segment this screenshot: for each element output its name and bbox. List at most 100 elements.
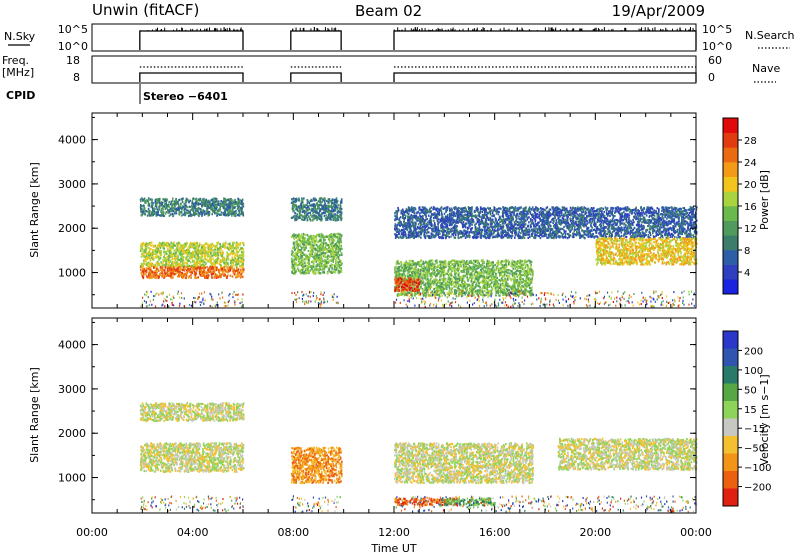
scatter-cell: [179, 211, 181, 214]
scatter-cell: [229, 242, 231, 245]
scatter-cell: [313, 256, 315, 259]
nsky-strip: N.Sky 10^5 10^0 10^5 10^0 N.Search: [4, 23, 795, 53]
beam-title: Beam 02: [355, 2, 422, 20]
scatter-cell: [170, 252, 172, 256]
scatter-cell: [235, 243, 237, 247]
scatter-cell: [201, 266, 203, 270]
scatter-cell: [197, 276, 199, 279]
scatter-cell: [151, 253, 154, 256]
nsky-trace: [290, 30, 342, 50]
scatter-cell: [196, 242, 198, 245]
scatter-cell: [170, 266, 172, 269]
scatter-cell: [325, 207, 328, 210]
scatter-cell: [141, 254, 144, 257]
scatter-cell: [171, 205, 173, 208]
scatter-cell: [241, 251, 243, 254]
scatter-cell: [164, 272, 166, 275]
scatter-cell: [181, 272, 183, 275]
scatter-cell: [207, 245, 210, 248]
scatter-cell: [204, 248, 207, 251]
scatter-cell: [180, 211, 182, 214]
scatter-cell: [229, 252, 232, 255]
scatter-cell: [238, 249, 241, 252]
scatter-cell: [226, 256, 229, 259]
scatter-cell: [148, 246, 150, 249]
freq-trace: [290, 72, 342, 82]
scatter-cell: [173, 272, 176, 276]
scatter-cell: [214, 266, 216, 269]
scatter-cell: [323, 200, 326, 203]
scatter-cell: [426, 218, 429, 221]
scatter-cell: [602, 207, 604, 210]
scatter-cell: [308, 201, 311, 205]
scatter-cell: [170, 247, 172, 250]
scatter-cell: [241, 246, 243, 250]
scatter-cell: [240, 202, 243, 205]
scatter-cell: [143, 273, 145, 276]
scatter-cell: [142, 204, 145, 207]
scatter-cell: [491, 215, 493, 218]
scatter-cell: [210, 262, 212, 265]
scatter-cell: [238, 260, 241, 263]
scatter-cell: [228, 267, 231, 270]
scatter-cell: [167, 204, 169, 207]
scatter-cell: [140, 200, 142, 203]
scatter-cell: [214, 246, 216, 250]
scatter-cell: [240, 261, 242, 264]
scatter-cell: [142, 270, 144, 273]
scatter-cell: [192, 202, 195, 205]
scatter-cell: [336, 208, 338, 211]
scatter-cell: [191, 271, 193, 275]
scatter-cell: [157, 213, 159, 216]
scatter-cell: [217, 208, 220, 211]
scatter-cell: [321, 268, 323, 271]
scatter-cell: [320, 242, 323, 245]
scatter-cell: [153, 212, 156, 216]
scatter-cell: [227, 254, 229, 257]
scatter-cell: [314, 197, 316, 200]
scatter-cell: [303, 237, 305, 240]
scatter-cell: [199, 252, 201, 255]
scatter-cell: [180, 260, 182, 263]
scatter-cell: [196, 269, 198, 272]
scatter-cell: [159, 266, 162, 269]
scatter-cell: [167, 263, 169, 266]
scatter-cell: [205, 271, 207, 274]
scatter-cell: [225, 213, 228, 216]
scatter-cell: [329, 240, 331, 243]
scatter-cell: [155, 207, 157, 210]
scatter-cell: [165, 211, 168, 214]
scatter-cell: [210, 244, 212, 247]
cpid-label: CPID: [6, 89, 35, 102]
scatter-cell: [300, 233, 303, 236]
scatter-cell: [311, 219, 314, 222]
scatter-cell: [156, 265, 158, 268]
scatter-cell: [208, 204, 210, 207]
scatter-cell: [145, 254, 148, 257]
scatter-cell: [156, 250, 159, 253]
scatter-cell: [676, 228, 679, 231]
scatter-cell: [140, 197, 143, 200]
scatter-cell: [174, 244, 177, 247]
scatter-cell: [215, 258, 218, 261]
scatter-cell: [171, 261, 174, 264]
scatter-cell: [193, 207, 195, 210]
scatter-cell: [497, 213, 500, 216]
scatter-cell: [168, 211, 171, 214]
scatter-cell: [155, 203, 157, 207]
scatter-cell: [157, 248, 159, 251]
scatter-cell: [205, 251, 208, 254]
scatter-cell: [220, 252, 222, 256]
scatter-cell: [192, 255, 195, 258]
scatter-cell: [197, 250, 200, 254]
scatter-cell: [189, 211, 191, 214]
scatter-cell: [192, 212, 195, 215]
scatter-cell: [150, 241, 153, 244]
scatter-cell: [235, 249, 238, 252]
scatter-cell: [327, 208, 330, 211]
scatter-cell: [334, 265, 336, 268]
scatter-cell: [648, 211, 651, 214]
scatter-cell: [187, 254, 190, 257]
scatter-cell: [208, 246, 211, 249]
scatter-cell: [235, 265, 238, 268]
